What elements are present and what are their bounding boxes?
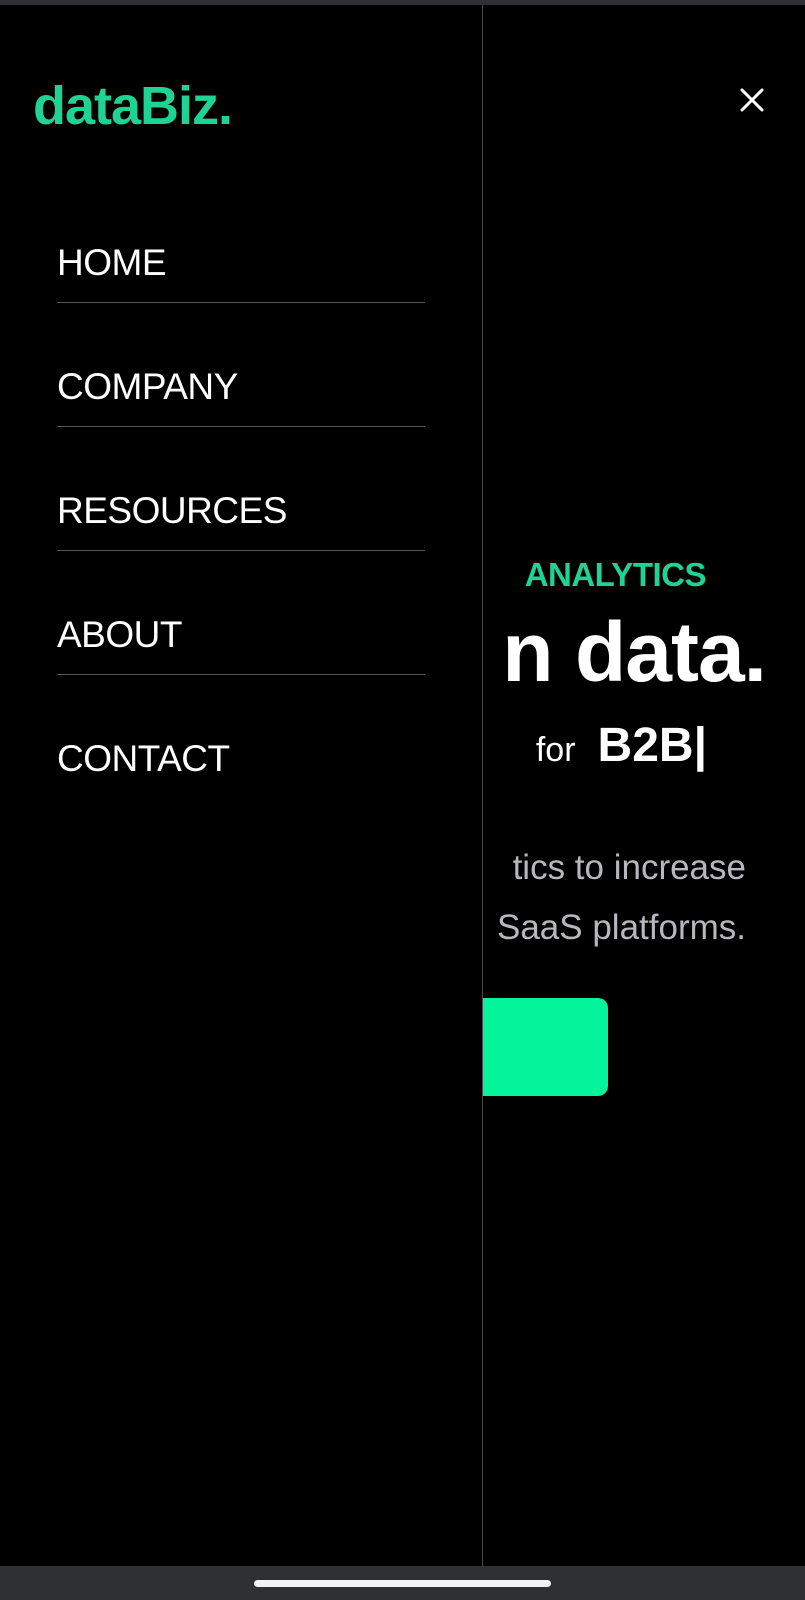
menu-item-home: HOME	[57, 231, 425, 355]
brand-logo[interactable]: dataBiz.	[33, 76, 233, 136]
status-bar-strip	[0, 0, 805, 5]
menu-link-home[interactable]: HOME	[57, 231, 425, 303]
menu-link-resources[interactable]: RESOURCES	[57, 479, 425, 551]
menu-link-contact[interactable]: CONTACT	[57, 738, 230, 779]
hero-eyebrow: ANALYTICS	[524, 556, 707, 593]
hero-description: tics to increase SaaS platforms.	[497, 838, 746, 958]
close-menu-button[interactable]	[736, 84, 768, 116]
nav-menu: HOME COMPANY RESOURCES ABOUT CONTACT	[57, 231, 425, 851]
menu-item-about: ABOUT	[57, 603, 425, 727]
menu-item-contact: CONTACT	[57, 727, 425, 851]
menu-item-company: COMPANY	[57, 355, 425, 479]
close-icon	[740, 88, 764, 112]
nav-drawer: dataBiz. HOME COMPANY RESOURCES ABOUT CO…	[0, 5, 483, 1566]
hero-title: n data.	[502, 605, 767, 699]
hero-typed-text: B2B|	[597, 719, 707, 772]
menu-item-resources: RESOURCES	[57, 479, 425, 603]
hero-description-line: tics to increase	[512, 848, 746, 887]
hero-subtitle: for B2B|	[536, 722, 707, 770]
system-navigation-bar	[0, 1566, 805, 1600]
menu-link-company[interactable]: COMPANY	[57, 355, 425, 427]
hero-description-line: SaaS platforms.	[497, 908, 746, 947]
menu-link-about[interactable]: ABOUT	[57, 603, 425, 675]
hero-subtitle-lead: for	[535, 731, 576, 769]
home-indicator[interactable]	[254, 1580, 551, 1587]
